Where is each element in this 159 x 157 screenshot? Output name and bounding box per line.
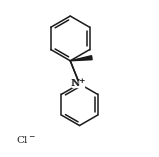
Text: −: − (28, 133, 34, 141)
Text: N: N (72, 79, 80, 88)
Polygon shape (70, 56, 92, 61)
Text: +: + (78, 76, 84, 84)
Text: N: N (71, 79, 80, 88)
Text: +: + (78, 76, 85, 84)
Bar (72, 81, 84, 87)
Text: Cl: Cl (17, 136, 28, 145)
